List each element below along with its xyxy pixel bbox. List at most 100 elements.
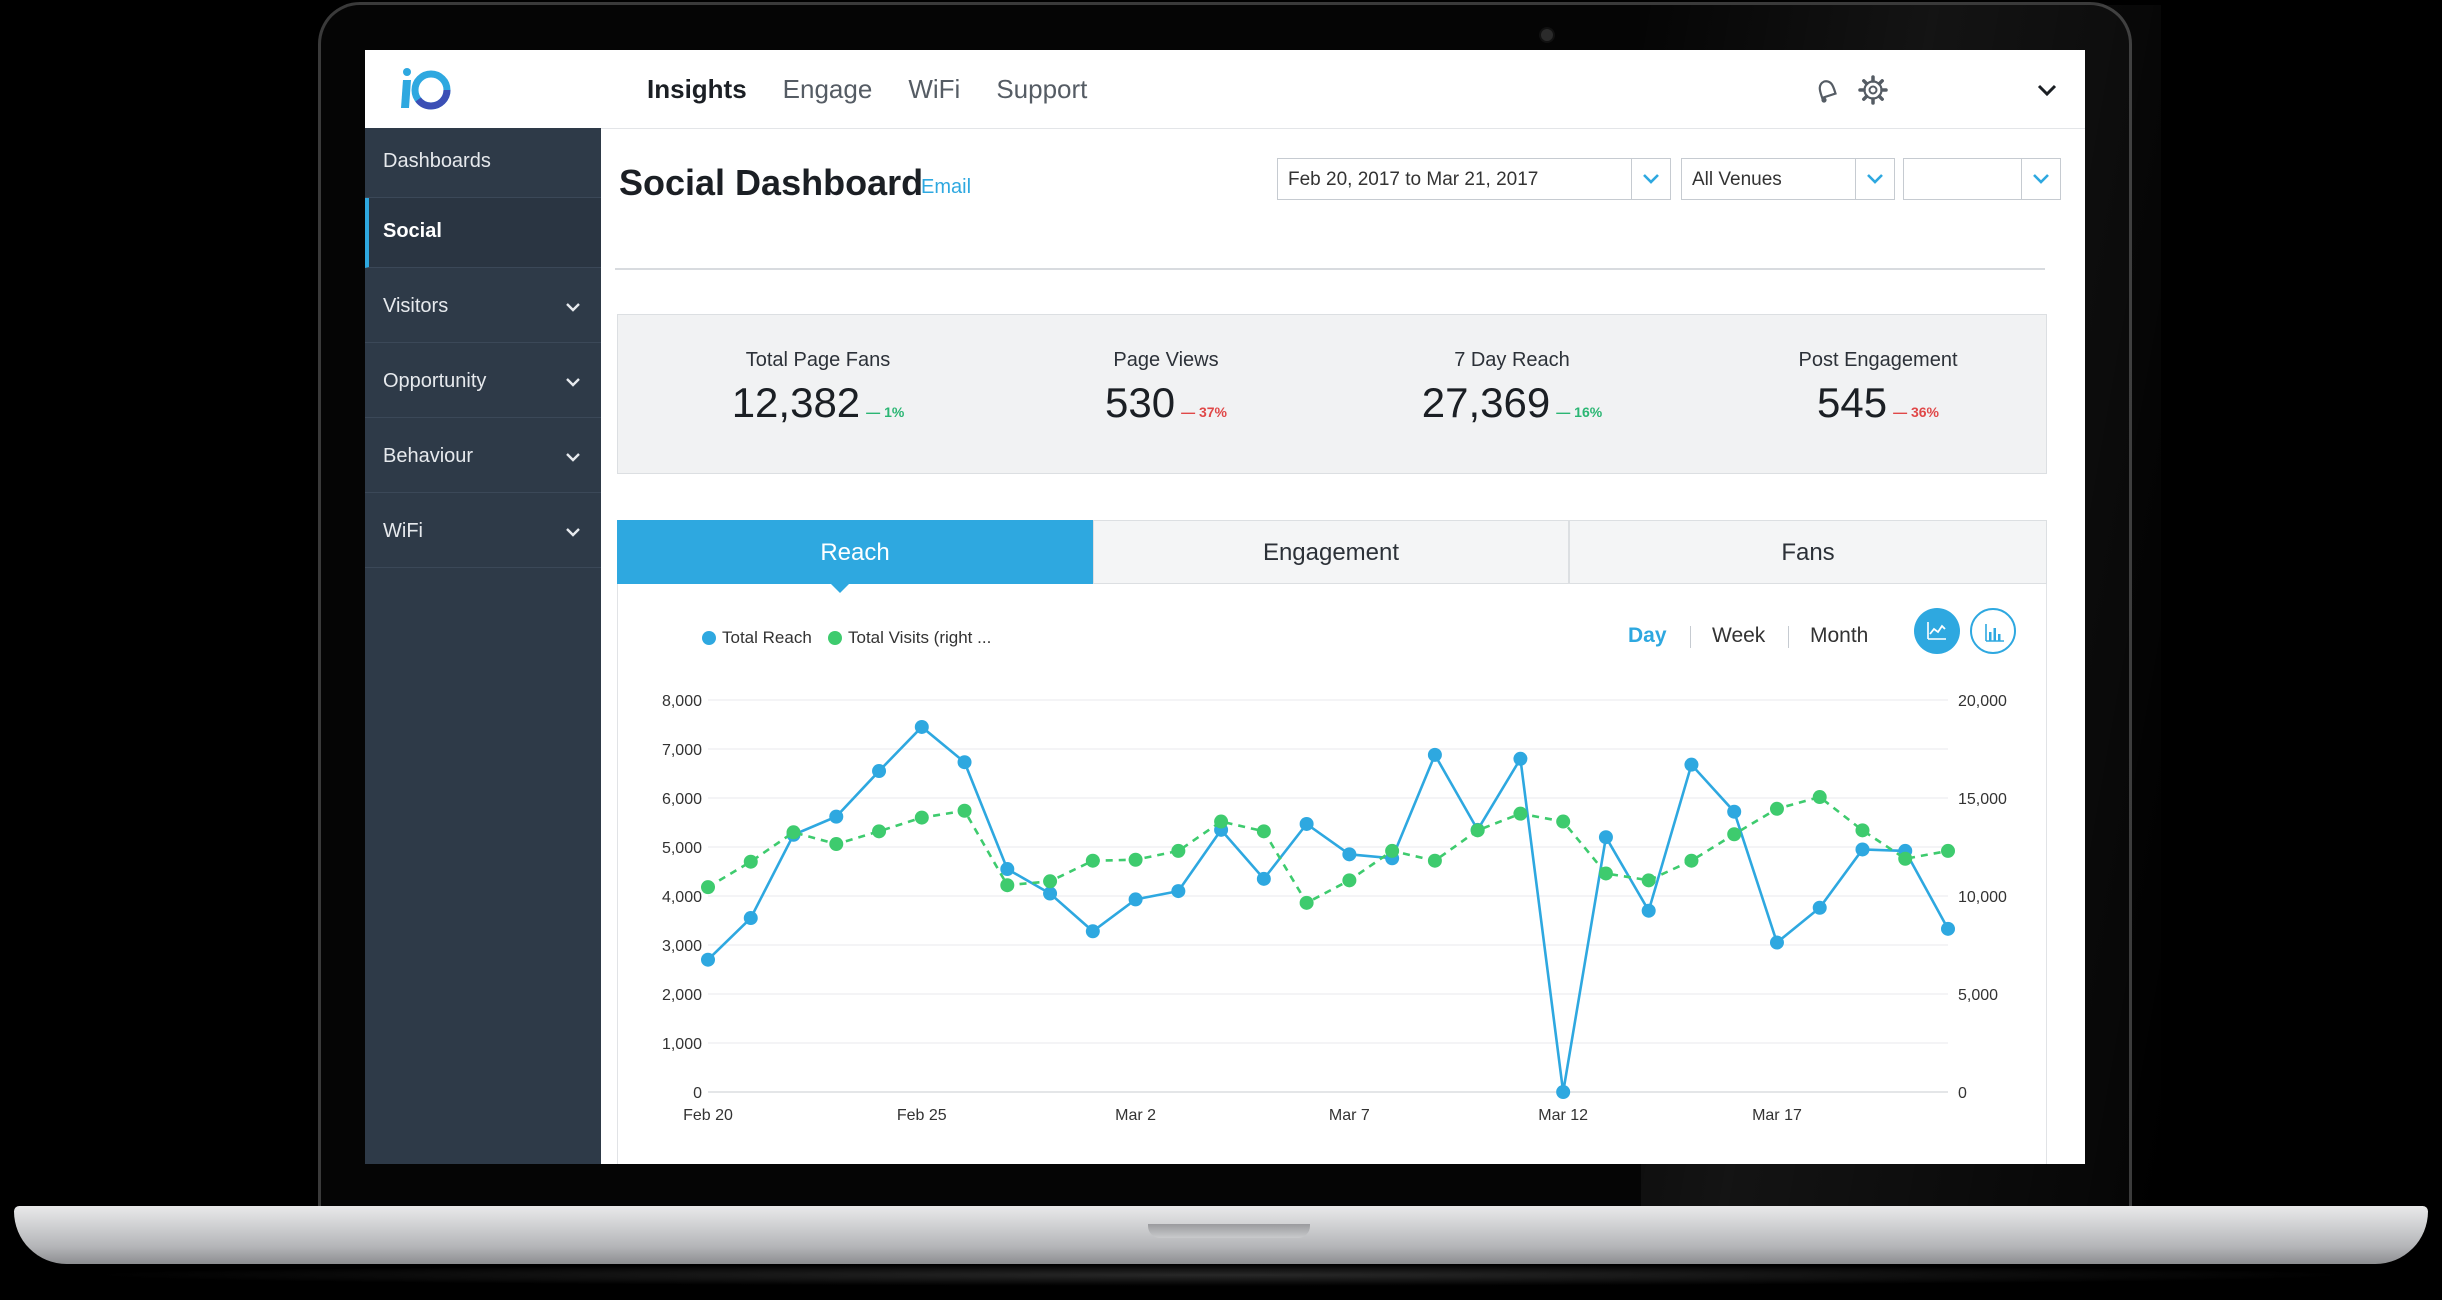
data-point-total-visits: [829, 837, 844, 852]
settings-gear-icon[interactable]: [1855, 72, 1891, 108]
io-logo: [401, 68, 451, 110]
y-right-tick-label: 15,000: [1958, 791, 2007, 808]
top-nav: Insights Engage WiFi Support: [647, 74, 1087, 105]
email-link[interactable]: Email: [921, 176, 972, 198]
data-point-total-reach: [1769, 935, 1784, 950]
kpi-value: 530: [1105, 379, 1176, 426]
legend-total-reach[interactable]: Total Reach: [702, 628, 812, 648]
x-tick-label: Mar 12: [1538, 1107, 1588, 1124]
page-title: Social Dashboard: [619, 162, 924, 203]
kpi-panel: Total Page Fans 12,382 — 1% Page Views 5…: [617, 314, 2047, 474]
date-range-select[interactable]: Feb 20, 2017 to Mar 21, 2017: [1277, 158, 1671, 200]
kpi-label: Post Engagement: [1798, 349, 1958, 371]
data-point-total-reach: [1513, 751, 1528, 766]
sidebar-item-label: Dashboards: [383, 150, 491, 172]
period-day[interactable]: Day: [1628, 624, 1667, 647]
data-point-total-visits: [1598, 866, 1613, 881]
data-point-total-visits: [786, 825, 801, 840]
sidebar-item-wifi[interactable]: WiFi: [365, 498, 601, 568]
data-point-total-visits: [1342, 873, 1357, 888]
sidebar-item-behaviour[interactable]: Behaviour: [365, 423, 601, 493]
data-point-total-visits: [1727, 827, 1742, 842]
sidebar-item-visitors[interactable]: Visitors: [365, 273, 601, 343]
y-right-tick-label: 20,000: [1958, 693, 2007, 710]
sidebar-item-label: Opportunity: [383, 370, 487, 392]
series-line-total-reach: [707, 725, 1950, 1093]
date-range-toggle[interactable]: [1631, 159, 1670, 199]
sidebar-item-dashboards[interactable]: Dashboards: [365, 128, 601, 198]
app-screen: Insights Engage WiFi Support Dashboards: [365, 50, 2085, 1164]
period-week[interactable]: Week: [1712, 624, 1766, 647]
data-point-total-reach: [829, 809, 844, 824]
data-point-total-visits: [1684, 853, 1699, 868]
venue-select[interactable]: All Venues: [1681, 158, 1895, 200]
kpi-post-engagement: Post Engagement 545 — 36%: [1708, 315, 2048, 473]
data-point-total-visits: [1513, 806, 1528, 821]
data-point-total-reach: [743, 911, 758, 926]
data-point-total-reach: [1043, 886, 1058, 901]
data-point-total-reach: [1171, 884, 1186, 899]
y-left-tick-label: 5,000: [662, 840, 702, 857]
tab-engagement[interactable]: Engagement: [1093, 520, 1569, 584]
data-point-total-visits: [1470, 823, 1485, 838]
sidebar-item-opportunity[interactable]: Opportunity: [365, 348, 601, 418]
data-point-total-reach: [1855, 842, 1870, 857]
header-divider: [615, 268, 2045, 270]
y-left-tick-label: 0: [693, 1085, 702, 1102]
data-point-total-visits: [1128, 852, 1143, 867]
data-point-total-visits: [914, 810, 929, 825]
legend-total-visits[interactable]: Total Visits (right ...: [828, 628, 991, 648]
tab-fans[interactable]: Fans: [1569, 520, 2047, 584]
venue-toggle[interactable]: [1855, 159, 1894, 199]
data-point-total-reach: [1641, 903, 1656, 918]
data-point-total-reach: [957, 755, 972, 770]
data-point-total-visits: [1898, 851, 1913, 866]
main-content: Social Dashboard Email Feb 20, 2017 to M…: [601, 128, 2085, 1164]
kpi-value: 27,369: [1421, 379, 1551, 426]
data-point-total-visits: [1385, 843, 1400, 858]
notification-bell-icon[interactable]: [1809, 72, 1845, 108]
sidebar-item-label: Social: [383, 220, 442, 242]
kpi-label: 7 Day Reach: [1454, 349, 1570, 371]
chevron-down-icon: [566, 528, 580, 537]
data-point-total-visits: [1000, 878, 1015, 893]
line-chart-view-button[interactable]: [1914, 608, 1960, 654]
y-left-tick-label: 8,000: [662, 693, 702, 710]
chevron-down-icon[interactable]: [2029, 72, 2065, 108]
kpi-change-down: — 36%: [1893, 404, 1939, 420]
period-separator: [1788, 626, 1789, 648]
filter-toggle[interactable]: [2021, 159, 2060, 199]
nav-wifi[interactable]: WiFi: [908, 74, 961, 104]
x-tick-label: Mar 17: [1752, 1107, 1802, 1124]
legend-dot: [828, 631, 842, 645]
data-point-total-reach: [1812, 900, 1827, 915]
nav-engage[interactable]: Engage: [782, 74, 873, 104]
nav-insights[interactable]: Insights: [647, 74, 747, 104]
legend-label: Total Reach: [722, 628, 812, 647]
filter-select[interactable]: [1903, 158, 2061, 200]
webcam: [1539, 27, 1555, 43]
bar-chart-icon: [1985, 624, 2004, 642]
sidebar-item-social[interactable]: Social: [365, 198, 601, 268]
legend-dot: [702, 631, 716, 645]
line-chart-icon: [1927, 622, 1946, 640]
kpi-value: 12,382: [731, 379, 861, 426]
data-point-total-reach: [1085, 924, 1100, 939]
laptop-base-notch: [1148, 1224, 1310, 1238]
nav-support[interactable]: Support: [996, 74, 1088, 104]
x-tick-label: Mar 2: [1115, 1107, 1156, 1124]
active-tab-pointer: [831, 584, 849, 593]
data-point-total-reach: [872, 764, 887, 779]
period-month[interactable]: Month: [1810, 624, 1869, 647]
data-point-total-visits: [743, 854, 758, 869]
y-right-tick-label: 10,000: [1958, 889, 2007, 906]
data-point-total-visits: [1769, 801, 1784, 816]
kpi-change-up: — 1%: [866, 404, 905, 420]
bar-chart-view-button[interactable]: [1970, 608, 2016, 654]
data-point-total-reach: [1941, 921, 1955, 936]
data-point-total-visits: [701, 880, 715, 895]
tab-reach[interactable]: Reach: [617, 520, 1093, 584]
sidebar-item-label: WiFi: [383, 520, 423, 542]
data-point-total-visits: [957, 803, 972, 818]
data-point-total-reach: [914, 719, 929, 734]
